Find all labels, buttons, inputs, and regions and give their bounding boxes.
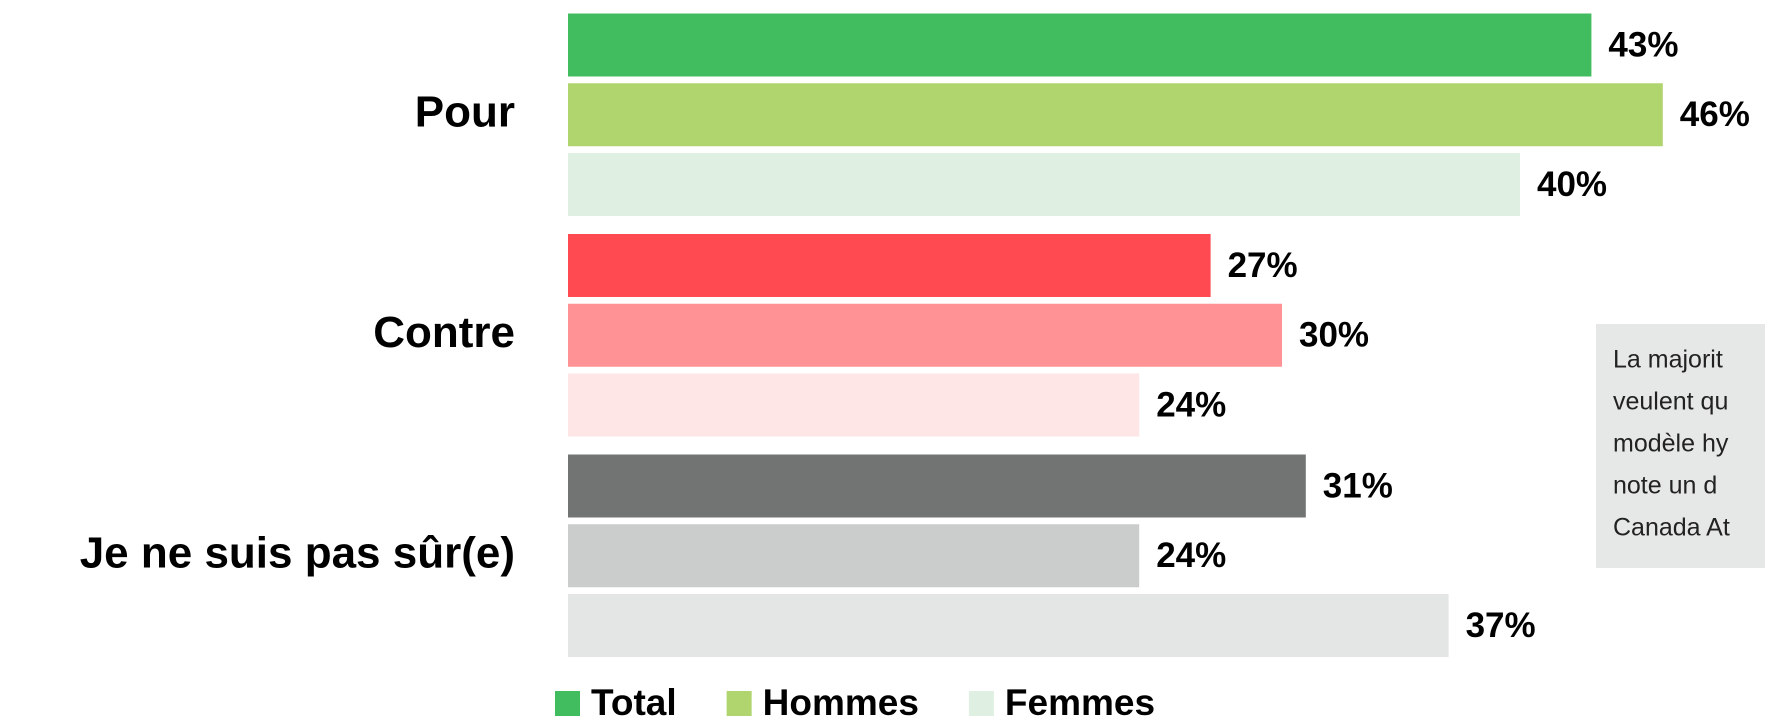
bar	[568, 594, 1449, 657]
value-label: 37%	[1466, 606, 1536, 645]
value-label: 24%	[1156, 536, 1226, 575]
value-label: 31%	[1323, 466, 1393, 505]
bar	[568, 83, 1663, 147]
annotation-line: Canada At	[1613, 514, 1730, 542]
bar	[568, 234, 1211, 297]
legend-swatch	[968, 691, 994, 716]
annotation-line: modèle hy	[1613, 430, 1729, 458]
legend-label: Hommes	[763, 682, 919, 721]
value-label: 43%	[1608, 25, 1678, 64]
category-label: Contre	[373, 308, 515, 357]
bar	[568, 13, 1592, 77]
annotation-line: veulent qu	[1613, 388, 1728, 416]
category-label: Je ne suis pas sûr(e)	[80, 528, 515, 577]
bar	[568, 303, 1282, 367]
legend-label: Femmes	[1005, 682, 1155, 721]
legend-swatch	[555, 691, 580, 716]
annotation-line: La majorit	[1613, 346, 1723, 374]
annotation-box	[1596, 324, 1765, 568]
bar	[568, 524, 1140, 588]
value-label: 46%	[1680, 95, 1750, 134]
bar	[568, 373, 1140, 437]
value-label: 27%	[1228, 246, 1298, 285]
category-label: Pour	[415, 87, 515, 136]
value-label: 40%	[1537, 165, 1607, 204]
annotation-line: note un d	[1613, 472, 1717, 500]
legend-label: Total	[591, 682, 677, 721]
bar	[568, 153, 1520, 216]
bar	[568, 454, 1306, 518]
legend-swatch	[726, 691, 752, 716]
value-label: 30%	[1299, 316, 1369, 355]
value-label: 24%	[1156, 385, 1226, 424]
